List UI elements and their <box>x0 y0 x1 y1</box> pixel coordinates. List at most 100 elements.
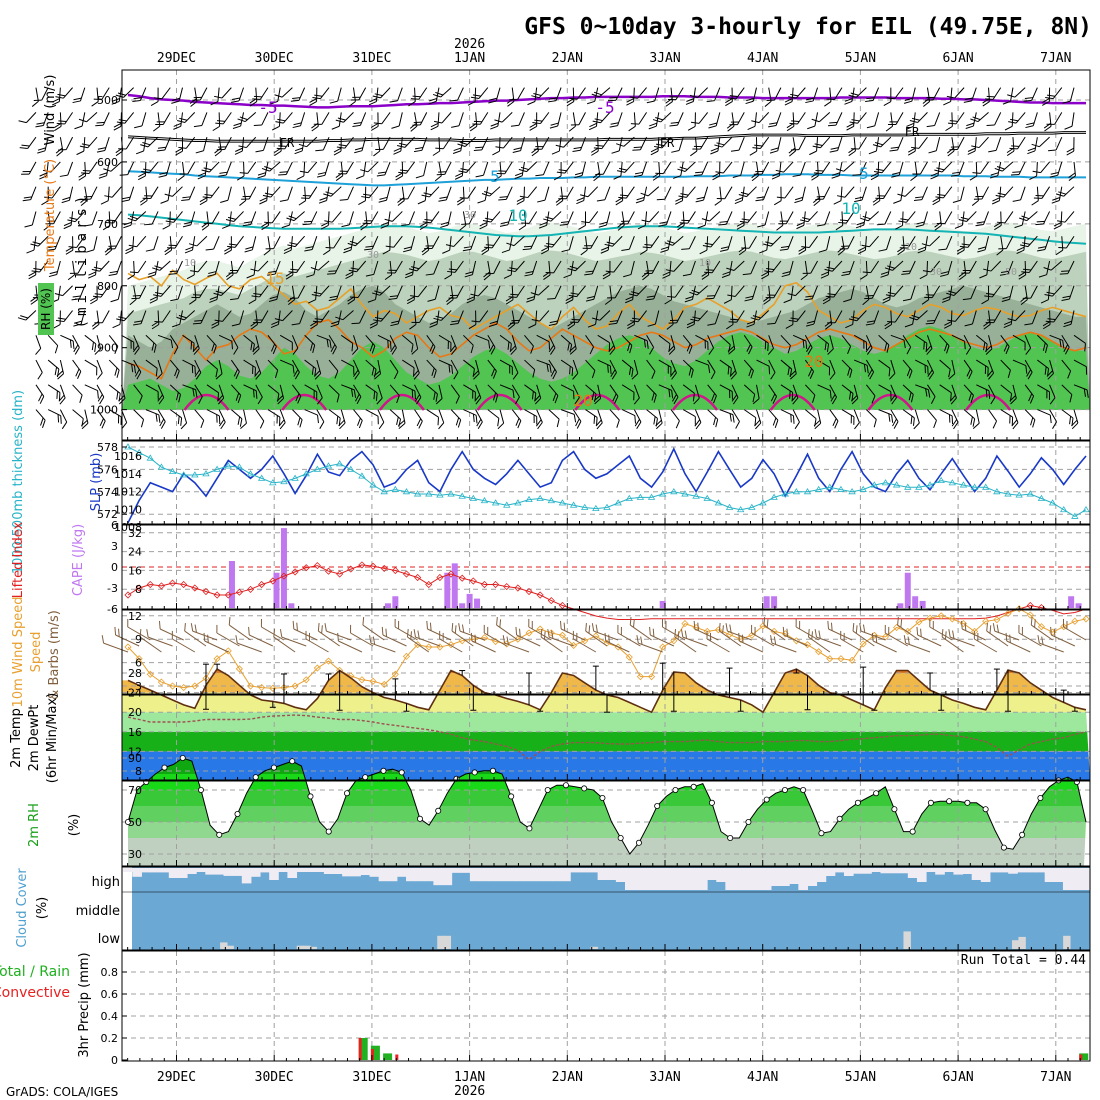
barb-flag <box>590 147 599 153</box>
upper-wind-barb <box>380 211 391 229</box>
high-cloud <box>889 868 900 874</box>
barb-flag <box>17 317 26 321</box>
barb-shaft <box>1040 161 1050 173</box>
precip-grid <box>122 951 1090 1061</box>
upper-wind-barb <box>304 384 318 400</box>
barb-shaft <box>475 384 482 398</box>
high-clear <box>123 868 133 872</box>
barb-shaft <box>184 630 207 647</box>
barb-flag <box>63 221 72 227</box>
barb-flag <box>312 320 322 323</box>
barb-flag <box>72 295 81 298</box>
barb-flag <box>140 419 145 428</box>
barb-flag <box>288 299 295 306</box>
barb-shaft <box>597 409 603 424</box>
barb-shaft <box>621 211 625 226</box>
barb-shaft <box>1036 161 1038 176</box>
barb-flag <box>270 323 279 329</box>
upper-wind-barb <box>509 335 517 355</box>
barb-flag <box>451 320 460 323</box>
barb-shaft <box>31 211 37 226</box>
barb-flag <box>190 101 198 107</box>
barb-flag <box>236 175 245 181</box>
upper-wind-barb <box>167 235 183 249</box>
barb-shaft <box>59 359 65 374</box>
barb-flag <box>602 271 611 277</box>
barb-flag <box>118 119 127 122</box>
upper-wind-barb <box>535 161 550 177</box>
barb-flag <box>371 367 375 376</box>
barb-shaft <box>145 409 160 416</box>
barb-shaft <box>148 161 159 174</box>
barb-flag <box>594 398 601 405</box>
upper-wind-barb <box>241 186 257 200</box>
barb-flag <box>596 422 603 430</box>
barb-flag <box>80 200 88 207</box>
upper-wind-barb <box>812 186 821 207</box>
upper-wind-barb <box>58 136 74 151</box>
upper-wind-barb <box>362 211 379 224</box>
upper-wind-barb <box>870 161 880 181</box>
barb-shaft <box>185 136 196 149</box>
barb-flag <box>573 414 577 423</box>
barb-flag <box>201 224 209 231</box>
barb-flag <box>430 122 439 128</box>
barb-flag <box>23 196 32 199</box>
barb-shaft <box>795 87 806 99</box>
barb-flag <box>248 299 257 305</box>
barb-shaft <box>630 260 635 275</box>
upper-wind-barb <box>156 359 163 380</box>
barb-flag <box>129 299 137 306</box>
barb-shaft <box>944 211 953 224</box>
barb-shaft <box>377 334 391 342</box>
barb-shaft <box>435 87 440 102</box>
barb-flag <box>26 249 35 254</box>
upper-wind-barb <box>336 136 354 149</box>
upper-wind-barb <box>157 409 166 429</box>
barb-flag <box>606 241 615 245</box>
upper-wind-barb <box>147 260 159 278</box>
upper-wind-barb <box>549 112 562 129</box>
upper-wind-barb <box>621 409 637 424</box>
barb-flag <box>398 422 406 429</box>
barb-flag <box>609 97 618 99</box>
barb-flag <box>403 246 412 250</box>
barb-shaft <box>310 211 318 225</box>
barb-flag <box>134 347 140 355</box>
barb-flag <box>531 319 540 322</box>
barb-flag <box>551 150 560 155</box>
barb-shaft <box>188 186 196 200</box>
upper-wind-barb <box>623 260 635 278</box>
isotherm-minus5 <box>127 93 1086 109</box>
barb-flag <box>353 366 355 375</box>
barb-flag <box>633 392 635 401</box>
barb-flag <box>338 144 347 147</box>
barb-flag <box>773 200 782 206</box>
upper-wind-barb <box>91 260 110 272</box>
barb-shaft <box>450 285 454 300</box>
upper-wind-barb <box>55 87 73 99</box>
barb-flag <box>37 147 46 151</box>
barb-shaft <box>449 236 452 251</box>
barb-flag <box>690 150 698 157</box>
barb-flag <box>279 199 288 202</box>
upper-wind-barb <box>432 137 441 156</box>
upper-wind-barb <box>621 236 635 252</box>
upper-wind-barb <box>96 136 110 153</box>
barb-flag <box>55 96 64 99</box>
barb-flag <box>625 296 634 301</box>
barb-shaft <box>255 310 258 325</box>
high-cloud <box>424 868 434 882</box>
upper-wind-barb <box>170 285 183 302</box>
barb-shaft <box>576 285 586 297</box>
barb-flag <box>263 249 271 256</box>
upper-wind-barb <box>353 359 360 380</box>
barb-shaft <box>536 137 539 152</box>
upper-wind-barb <box>327 260 342 275</box>
upper-wind-barb <box>433 112 452 124</box>
barb-flag <box>372 292 381 296</box>
upper-wind-barb <box>626 87 635 106</box>
barb-flag <box>195 150 204 154</box>
barb-shaft <box>304 384 317 393</box>
